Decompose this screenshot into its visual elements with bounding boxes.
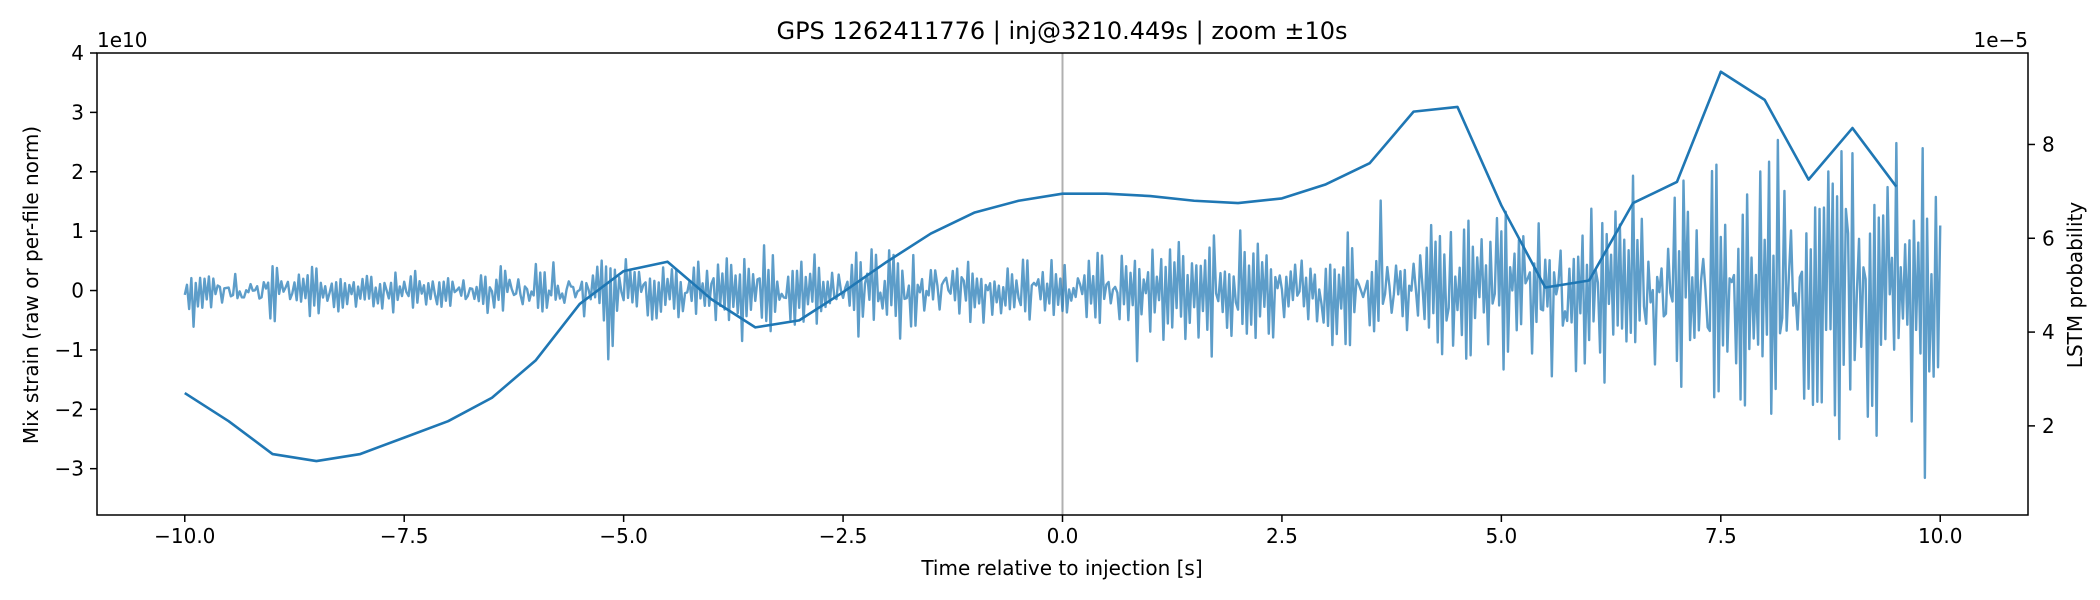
chart-title: GPS 1262411776 | inj@3210.449s | zoom ±1… <box>776 17 1347 45</box>
right-y-tick-label: 6 <box>2042 226 2055 250</box>
strain-series-line <box>183 138 1942 480</box>
left-y-tick-label: −1 <box>55 338 84 362</box>
left-y-axis-label: Mix strain (raw or per-file norm) <box>19 126 43 444</box>
right-y-axis-label: LSTM probability <box>2063 202 2087 369</box>
x-tick-label: 7.5 <box>1705 524 1737 548</box>
right-y-tick-label: 2 <box>2042 414 2055 438</box>
x-tick-label: 0.0 <box>1047 524 1079 548</box>
left-y-tick-label: 1 <box>71 219 84 243</box>
x-tick-label: −10.0 <box>154 524 215 548</box>
lstm-probability-line <box>184 70 1898 463</box>
left-y-tick-label: 2 <box>71 160 84 184</box>
plot-marks <box>183 53 1942 515</box>
right-axis-offset-label: 1e−5 <box>1973 28 2028 52</box>
left-y-tick-label: −3 <box>55 457 84 481</box>
x-axis-label: Time relative to injection [s] <box>920 556 1202 580</box>
x-tick-label: 5.0 <box>1485 524 1517 548</box>
right-y-tick-label: 4 <box>2042 320 2055 344</box>
left-y-tick-label: 4 <box>71 41 84 65</box>
x-tick-label: 10.0 <box>1918 524 1963 548</box>
left-axis-offset-label: 1e10 <box>97 28 147 52</box>
x-tick-label: −7.5 <box>380 524 429 548</box>
left-y-axis-ticks: −3 −2 −1 0 1 2 3 4 <box>55 41 97 481</box>
x-tick-label: −2.5 <box>819 524 868 548</box>
right-y-tick-label: 8 <box>2042 132 2055 156</box>
right-y-axis-ticks: 2 4 6 8 <box>2028 132 2055 438</box>
left-y-tick-label: −2 <box>55 397 84 421</box>
x-axis-ticks: −10.0 −7.5 −5.0 −2.5 0.0 2.5 5.0 7.5 10.0 <box>154 515 1962 548</box>
x-tick-label: −5.0 <box>599 524 648 548</box>
x-tick-label: 2.5 <box>1266 524 1298 548</box>
left-y-tick-label: 3 <box>71 100 84 124</box>
left-y-tick-label: 0 <box>71 279 84 303</box>
